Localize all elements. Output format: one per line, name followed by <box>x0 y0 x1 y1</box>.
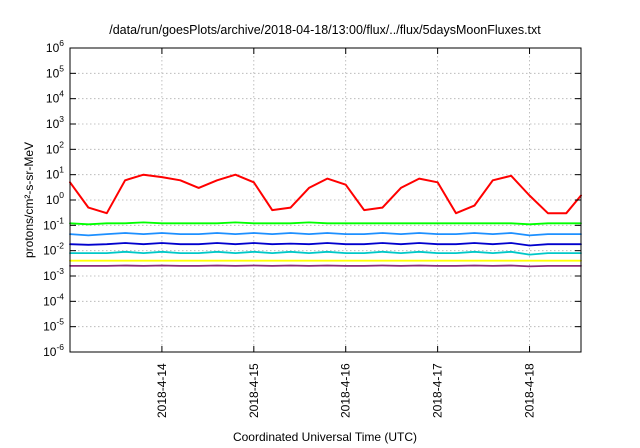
y-tick-label: 10-1 <box>43 215 64 232</box>
y-axis-ticks: 106 105 104 103 102 101 100 10-1 10-2 10-3 10-4 10-… <box>43 38 581 359</box>
series-line-4 <box>69 242 582 247</box>
x-tick-label: 2018-4-18 <box>523 363 537 418</box>
y-tick-label: 105 <box>46 63 64 80</box>
x-tick-label: 2018-4-15 <box>247 363 261 418</box>
series-line-2 <box>69 221 582 226</box>
y-tick-label: 10-4 <box>43 291 64 308</box>
y-tick-label: 10-6 <box>43 342 64 359</box>
y-tick-label: 106 <box>46 38 64 55</box>
series-line-3 <box>69 232 582 237</box>
series-line-5 <box>69 250 582 256</box>
series-line-7 <box>69 264 582 268</box>
y-axis-label: protons/cm²-s-sr-MeV <box>22 142 36 258</box>
x-axis-label: Coordinated Universal Time (UTC) <box>233 430 417 444</box>
x-axis-ticks: 2018-4-14 2018-4-15 2018-4-16 2018-4-17 2018… <box>155 48 537 418</box>
x-tick-label: 2018-4-17 <box>431 363 445 418</box>
y-tick-label: 102 <box>46 139 64 156</box>
y-tick-label: 10-3 <box>43 266 64 283</box>
grid <box>70 48 581 352</box>
y-tick-label: 101 <box>46 165 64 182</box>
y-tick-label: 10-5 <box>43 317 64 334</box>
y-tick-label: 100 <box>46 190 64 207</box>
data-series <box>69 173 582 268</box>
y-tick-label: 104 <box>46 89 64 106</box>
x-tick-label: 2018-4-14 <box>155 363 169 418</box>
y-tick-label: 10-2 <box>43 241 64 258</box>
x-tick-label: 2018-4-16 <box>339 363 353 418</box>
y-tick-label: 103 <box>46 114 64 131</box>
chart-title: /data/run/goesPlots/archive/2018-04-18/1… <box>109 23 541 37</box>
series-line-1 <box>69 173 582 215</box>
